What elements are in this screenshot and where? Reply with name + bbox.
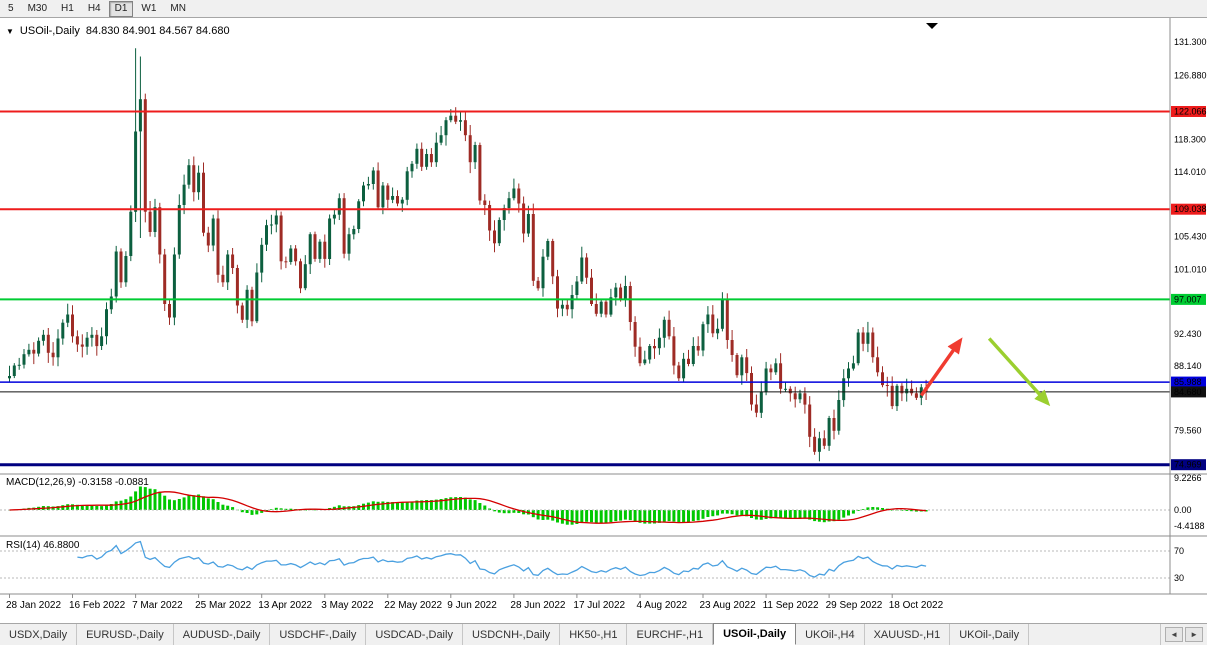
date-label: 11 Sep 2022: [763, 600, 819, 611]
chart-tab-ukoil-daily[interactable]: UKOil-,Daily: [950, 624, 1030, 645]
chart-tab-usoil-daily[interactable]: USOil-,Daily: [713, 623, 797, 645]
chart-tab-xauusd-h1[interactable]: XAUUSD-,H1: [865, 624, 951, 645]
date-label: 13 Apr 2022: [258, 600, 312, 611]
price-badge-122.066: 122.066: [1171, 106, 1207, 117]
svg-text:109.038: 109.038: [1174, 204, 1207, 214]
rsi-line: [77, 540, 927, 578]
price-tick: 92.430: [1174, 329, 1202, 339]
bearish-arrow[interactable]: [987, 337, 1051, 407]
candlestick-series: [8, 48, 928, 462]
symbol-dropdown-icon[interactable]: ▼: [6, 26, 14, 36]
price-tick: 126.880: [1174, 70, 1207, 80]
chart-tab-usdcad-daily[interactable]: USDCAD-,Daily: [366, 624, 463, 645]
date-label: 28 Jun 2022: [510, 600, 565, 611]
price-tick: 88.140: [1174, 361, 1202, 371]
rsi-axis-tick: 30: [1174, 573, 1184, 583]
date-label: 7 Mar 2022: [132, 600, 183, 611]
timeframe-button-d1[interactable]: D1: [108, 0, 134, 17]
date-label: 4 Aug 2022: [637, 600, 688, 611]
chart-tab-eurchf-h1[interactable]: EURCHF-,H1: [627, 624, 714, 645]
date-label: 17 Jul 2022: [573, 600, 625, 611]
price-tick: 114.010: [1174, 167, 1206, 177]
price-tick: 131.300: [1174, 37, 1207, 47]
date-label: 28 Jan 2022: [6, 600, 61, 611]
price-badge-97.007: 97.007: [1171, 293, 1206, 305]
price-tick: 79.560: [1174, 425, 1202, 435]
chart-symbol-label: USOil-,Daily: [19, 25, 80, 37]
chart-tab-audusd-daily[interactable]: AUDUSD-,Daily: [174, 624, 271, 645]
price-badge-74.969: 74.969: [1171, 459, 1206, 471]
price-tick: 118.300: [1174, 135, 1206, 145]
date-label: 22 May 2022: [384, 600, 442, 611]
tab-scroll-right-button[interactable]: ►: [1185, 627, 1203, 642]
svg-text:84.680: 84.680: [1174, 387, 1202, 397]
chart-tab-usdcnh-daily[interactable]: USDCNH-,Daily: [463, 624, 561, 645]
chart-tab-hk50-h1[interactable]: HK50-,H1: [560, 624, 628, 645]
date-label: 29 Sep 2022: [826, 600, 883, 611]
price-chart[interactable]: MACD(12,26,9) -0.3158 -0.0881 RSI(14) 46.…: [0, 18, 1207, 623]
date-label: 23 Aug 2022: [700, 600, 757, 611]
chart-ohlc-values: 84.830 84.901 84.567 84.680: [85, 25, 230, 37]
price-badge-84.680: 84.680: [1171, 386, 1206, 398]
date-label: 3 May 2022: [321, 600, 374, 611]
macd-axis-tick: 0.00: [1174, 505, 1192, 515]
chart-tab-ukoil-h4[interactable]: UKOil-,H4: [796, 624, 865, 645]
svg-text:97.007: 97.007: [1174, 294, 1202, 304]
date-label: 16 Feb 2022: [69, 600, 126, 611]
tab-scroll-buttons: ◄ ►: [1160, 624, 1207, 645]
date-label: 25 Mar 2022: [195, 600, 252, 611]
price-badge-109.038: 109.038: [1171, 203, 1207, 215]
chart-window: MACD(12,26,9) -0.3158 -0.0881 RSI(14) 46.…: [0, 18, 1207, 623]
svg-text:122.066: 122.066: [1174, 107, 1207, 117]
macd-axis-tick: -4.4188: [1174, 521, 1205, 531]
price-tick: 101.010: [1174, 264, 1207, 274]
macd-signal-line: [9, 491, 927, 524]
macd-histogram: [8, 486, 928, 525]
scroll-to-end-marker[interactable]: [926, 23, 938, 29]
macd-label: MACD(12,26,9) -0.3158 -0.0881: [6, 477, 149, 488]
timeframe-button-w1[interactable]: W1: [141, 2, 157, 14]
bullish-arrow[interactable]: [919, 337, 963, 397]
timeframe-button-5[interactable]: 5: [8, 2, 14, 14]
time-axis[interactable]: 28 Jan 2022 16 Feb 2022 7 Mar 2022 25 Mar 2…: [6, 594, 944, 611]
timeframe-button-h4[interactable]: H4: [87, 2, 101, 14]
chart-tabs-bar: USDX,Daily EURUSD-,Daily AUDUSD-,Daily USDC…: [0, 623, 1207, 645]
price-axis[interactable]: 131.300 126.880 118.300 114.010 105.430 101.0…: [1169, 18, 1207, 594]
timeframe-button-mn[interactable]: MN: [170, 2, 186, 14]
chart-tab-usdchf-daily[interactable]: USDCHF-,Daily: [270, 624, 367, 645]
date-label: 18 Oct 2022: [889, 600, 944, 611]
horizontal-lines: [0, 110, 1170, 467]
timeframe-button-m30[interactable]: M30: [27, 2, 48, 14]
macd-axis-tick: 9.2266: [1174, 473, 1202, 483]
price-badge-85.988: 85.988: [1171, 376, 1206, 388]
svg-text:85.988: 85.988: [1174, 377, 1202, 387]
chart-tab-eurusd-daily[interactable]: EURUSD-,Daily: [77, 624, 174, 645]
rsi-label: RSI(14) 46.8800: [6, 540, 80, 551]
timeframe-toolbar: 5 M30 H1 H4 D1 W1 MN: [0, 0, 1207, 18]
chart-tab-usdx-daily[interactable]: USDX,Daily: [0, 624, 78, 645]
tab-scroll-left-button[interactable]: ◄: [1165, 627, 1184, 642]
date-label: 9 Jun 2022: [447, 600, 497, 611]
timeframe-button-h1[interactable]: H1: [61, 2, 74, 14]
price-tick: 105.430: [1174, 231, 1207, 241]
chart-ohlc-readout: ▼ USOil-,Daily 84.830 84.901 84.567 84.6…: [6, 25, 230, 37]
svg-text:74.969: 74.969: [1174, 460, 1202, 470]
rsi-axis-tick: 70: [1174, 546, 1184, 556]
